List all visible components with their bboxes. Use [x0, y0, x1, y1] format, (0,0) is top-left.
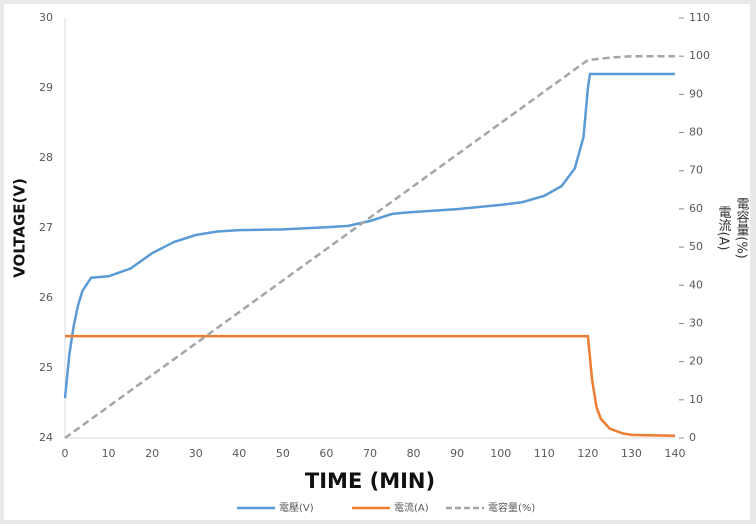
- x-tick-label: 70: [363, 447, 377, 460]
- y2-tick-label: 100: [689, 49, 710, 62]
- y2-tick-label: 0: [689, 431, 696, 444]
- x-tick-label: 10: [102, 447, 116, 460]
- y2-tick-label: 40: [689, 278, 703, 291]
- y-tick-label: 29: [39, 81, 53, 94]
- x-tick-label: 140: [665, 447, 686, 460]
- x-tick-label: 40: [232, 447, 246, 460]
- y-tick-label: 30: [39, 11, 53, 24]
- x-tick-label: 100: [490, 447, 511, 460]
- series-line: [63, 72, 675, 399]
- legend-label: 電壓(V): [279, 502, 314, 514]
- y-tick-label: 27: [39, 221, 53, 234]
- x-tick-label: 90: [450, 447, 464, 460]
- y2-tick-label: 70: [689, 164, 703, 177]
- y-tick-label: 28: [39, 151, 53, 164]
- y-tick-label: 24: [39, 431, 53, 444]
- y-tick-label: 25: [39, 361, 53, 374]
- y2-tick-label: 20: [689, 355, 703, 368]
- x-tick-label: 130: [621, 447, 642, 460]
- series-line: [65, 334, 676, 437]
- y2-tick-label: 80: [689, 126, 703, 139]
- y2-tick-label: 10: [689, 393, 703, 406]
- x-tick-label: 80: [407, 447, 421, 460]
- legend-label: 電流(A): [394, 501, 429, 514]
- y-tick-label: 26: [39, 291, 53, 304]
- series-line: [64, 54, 675, 440]
- y2-tick-label: 110: [689, 11, 710, 24]
- x-tick-label: 50: [276, 447, 290, 460]
- y2-tick-label: 90: [689, 87, 703, 100]
- x-tick-label: 120: [577, 447, 598, 460]
- y2-tick-label: 60: [689, 202, 703, 215]
- y-axis-label: VOLTAGE(V): [11, 178, 29, 278]
- x-tick-label: 110: [534, 447, 555, 460]
- y2-axis-label: 電流(A): [716, 205, 732, 250]
- y2-tick-label: 30: [689, 316, 703, 329]
- y2-axis-label: 電容量(%): [734, 197, 750, 259]
- y2-tick-label: 50: [689, 240, 703, 253]
- legend-label: 電容量(%): [488, 501, 535, 514]
- x-tick-label: 0: [62, 447, 69, 460]
- x-axis-label: TIME (MIN): [305, 469, 435, 493]
- chart-panel: [4, 4, 750, 520]
- x-tick-label: 20: [145, 447, 159, 460]
- x-tick-label: 60: [319, 447, 333, 460]
- x-tick-label: 30: [189, 447, 203, 460]
